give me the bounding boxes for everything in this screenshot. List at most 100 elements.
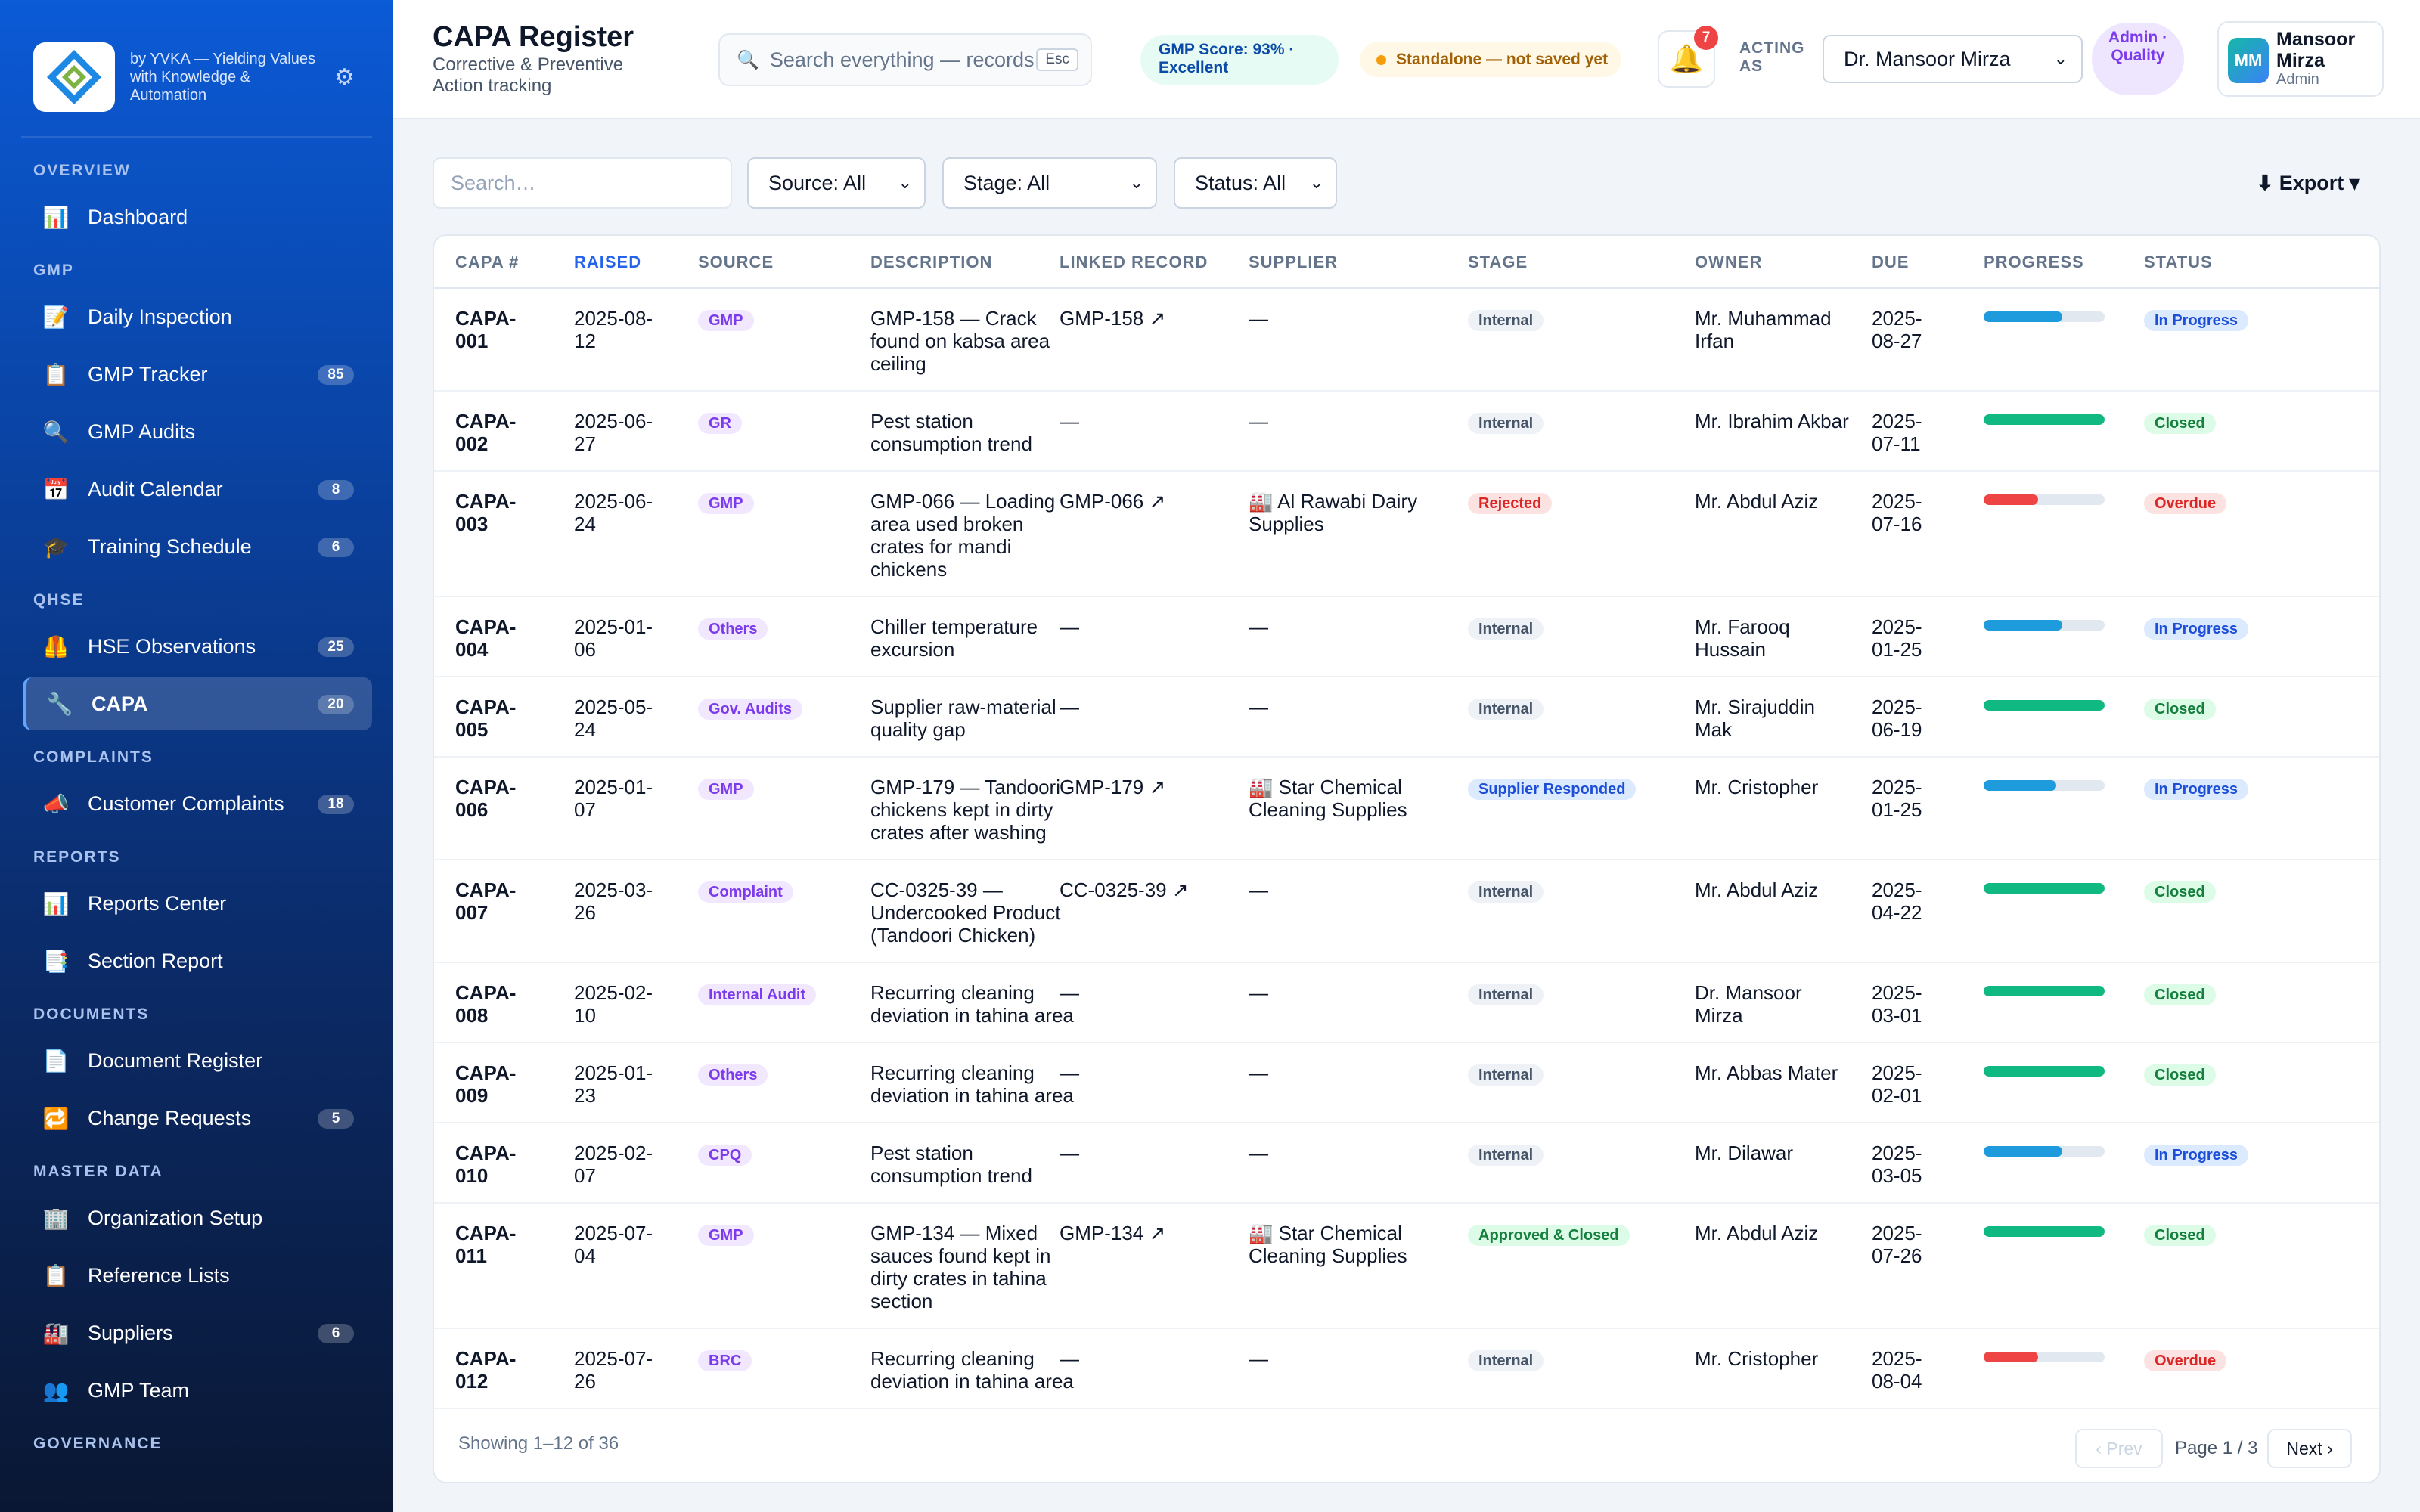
sidebar-item-suppliers[interactable]: 🏭 Suppliers 6 [23,1306,372,1359]
capa-id[interactable]: CAPA-006 [455,776,517,821]
capa-id[interactable]: CAPA-003 [455,490,517,535]
column-header[interactable]: CAPA # [455,253,520,271]
sidebar-item-gmp-audits[interactable]: 🔍 GMP Audits [23,405,372,458]
column-header[interactable]: RAISED [574,253,642,271]
description: Chiller temperature excursion [870,615,1038,661]
capa-id[interactable]: CAPA-004 [455,615,517,661]
due-date: 2025-03-01 [1872,981,1922,1027]
sidebar-item-section-report[interactable]: 📑 Section Report [23,934,372,987]
table-search-input[interactable]: Search… [433,157,732,209]
user-name: Mansoor Mirza [2276,29,2356,71]
table-row[interactable]: CAPA-004 2025-01-06 Others Chiller temperat… [434,597,2379,677]
column-header[interactable]: DUE [1872,253,1910,271]
sidebar-item-gmp-tracker[interactable]: 📋 GMP Tracker 85 [23,348,372,401]
linked-record[interactable]: GMP-134 ↗ [1060,1222,1166,1244]
sidebar-item-reports-center[interactable]: 📊 Reports Center [23,877,372,930]
count-badge: 20 [318,695,354,714]
sidebar-item-document-register[interactable]: 📄 Document Register [23,1034,372,1087]
table-row[interactable]: CAPA-007 2025-03-26 Complaint CC-0325-39 — … [434,860,2379,963]
column-header[interactable]: SUPPLIER [1249,253,1339,271]
linked-record[interactable]: CC-0325-39 ↗ [1060,878,1189,901]
next-page-button[interactable]: Next › [2267,1429,2352,1468]
column-header[interactable]: OWNER [1695,253,1763,271]
role-badge: Admin · Quality [2092,23,2184,95]
status-filter-select[interactable]: Status: All ⌄ [1174,157,1337,209]
column-header[interactable]: SOURCE [698,253,774,271]
capa-id[interactable]: CAPA-001 [455,307,517,352]
table-row[interactable]: CAPA-008 2025-02-10 Internal Audit Recurrin… [434,963,2379,1043]
capa-id[interactable]: CAPA-012 [455,1347,517,1393]
stage-cell: Internal [1468,410,1544,434]
table-row[interactable]: CAPA-002 2025-06-27 GR Pest station consump… [434,392,2379,472]
source-cell: Others [698,1061,768,1086]
app-logo[interactable] [33,42,115,112]
stage-badge: Approved & Closed [1468,1225,1630,1246]
capa-id[interactable]: CAPA-007 [455,878,517,924]
sidebar-item-audit-calendar[interactable]: 📅 Audit Calendar 8 [23,463,372,516]
progress-bar [1984,311,2105,322]
capa-id[interactable]: CAPA-009 [455,1061,517,1107]
column-header[interactable]: STAGE [1468,253,1528,271]
column-header[interactable]: DESCRIPTION [870,253,993,271]
table-row[interactable]: CAPA-011 2025-07-04 GMP GMP-134 — Mixed sau… [434,1204,2379,1329]
progress-bar [1984,1226,2105,1237]
sidebar-item-label: CAPA [92,692,148,715]
sidebar-item-capa[interactable]: 🔧 CAPA 20 [23,677,372,730]
capa-id[interactable]: CAPA-002 [455,410,517,455]
source-cell: CPQ [698,1142,752,1166]
table-row[interactable]: CAPA-005 2025-05-24 Gov. Audits Supplier ra… [434,677,2379,758]
sidebar-item-dashboard[interactable]: 📊 Dashboard [23,191,372,243]
supplier: — [1249,615,1268,638]
raised-date: 2025-06-27 [574,410,653,455]
status-cell: In Progress [2144,307,2249,331]
sidebar-item-gmp-team[interactable]: 👥 GMP Team [23,1364,372,1417]
table-row[interactable]: CAPA-009 2025-01-23 Others Recurring cleani… [434,1043,2379,1123]
source-filter-select[interactable]: Source: All ⌄ [747,157,926,209]
notifications-button[interactable]: 🔔 7 [1658,26,1718,88]
acting-as-select[interactable]: Dr. Mansoor Mirza ⌄ [1823,35,2083,83]
sidebar-item-reference-lists[interactable]: 📋 Reference Lists [23,1249,372,1302]
table-row[interactable]: CAPA-010 2025-02-07 CPQ Pest station consum… [434,1123,2379,1204]
supplier: — [1249,696,1268,718]
capa-id[interactable]: CAPA-005 [455,696,517,741]
sidebar-item-customer-complaints[interactable]: 📣 Customer Complaints 18 [23,777,372,830]
sidebar-item-daily-inspection[interactable]: 📝 Daily Inspection [23,290,372,343]
owner: Mr. Muhammad Irfan [1695,307,1832,352]
table-row[interactable]: CAPA-003 2025-06-24 GMP GMP-066 — Loading a… [434,472,2379,597]
sidebar-item-organization-setup[interactable]: 🏢 Organization Setup [23,1191,372,1244]
table-row[interactable]: CAPA-006 2025-01-07 GMP GMP-179 — Tandoori … [434,758,2379,860]
table-row[interactable]: CAPA-012 2025-07-26 BRC Recurring cleaning … [434,1329,2379,1409]
linked-record[interactable]: GMP-179 ↗ [1060,776,1166,798]
progress-bar [1984,780,2105,791]
linked-record[interactable]: GMP-066 ↗ [1060,490,1166,513]
change-requests-icon: 🔁 [42,1106,70,1130]
divider [21,136,372,138]
linked-record[interactable]: GMP-158 ↗ [1060,307,1166,330]
status-badge: Closed [2144,1064,2216,1086]
raised-date: 2025-06-24 [574,490,653,535]
save-status-badge: Standalone — not saved yet [1360,42,1622,77]
status-badge: Closed [2144,699,2216,720]
column-header[interactable]: LINKED RECORD [1060,253,1208,271]
progress-fill [1984,494,2038,505]
table-row[interactable]: CAPA-001 2025-08-12 GMP GMP-158 — Crack fou… [434,289,2379,392]
gear-icon[interactable]: ⚙ [334,64,355,90]
column-header[interactable]: PROGRESS [1984,253,2084,271]
source-badge: Gov. Audits [698,699,802,720]
sidebar-item-label: Section Report [88,949,223,972]
raised-date: 2025-05-24 [574,696,653,741]
export-button[interactable]: ⬇ Export ▾ [2256,172,2360,194]
user-menu[interactable]: MM Mansoor Mirza Admin [2217,21,2384,97]
capa-id[interactable]: CAPA-010 [455,1142,517,1187]
capa-id[interactable]: CAPA-011 [455,1222,517,1267]
stage-filter-select[interactable]: Stage: All ⌄ [942,157,1157,209]
section-report-icon: 📑 [42,949,70,973]
column-header[interactable]: STATUS [2144,253,2213,271]
sidebar-item-training-schedule[interactable]: 🎓 Training Schedule 6 [23,520,372,573]
prev-page-button[interactable]: ‹ Prev [2075,1429,2163,1468]
sidebar-item-change-requests[interactable]: 🔁 Change Requests 5 [23,1092,372,1145]
sidebar-item-hse-observations[interactable]: 🦺 HSE Observations 25 [23,620,372,673]
global-search-input[interactable]: 🔍 Search everything — records Esc [718,33,1092,86]
capa-id[interactable]: CAPA-008 [455,981,517,1027]
raised-date: 2025-02-07 [574,1142,653,1187]
